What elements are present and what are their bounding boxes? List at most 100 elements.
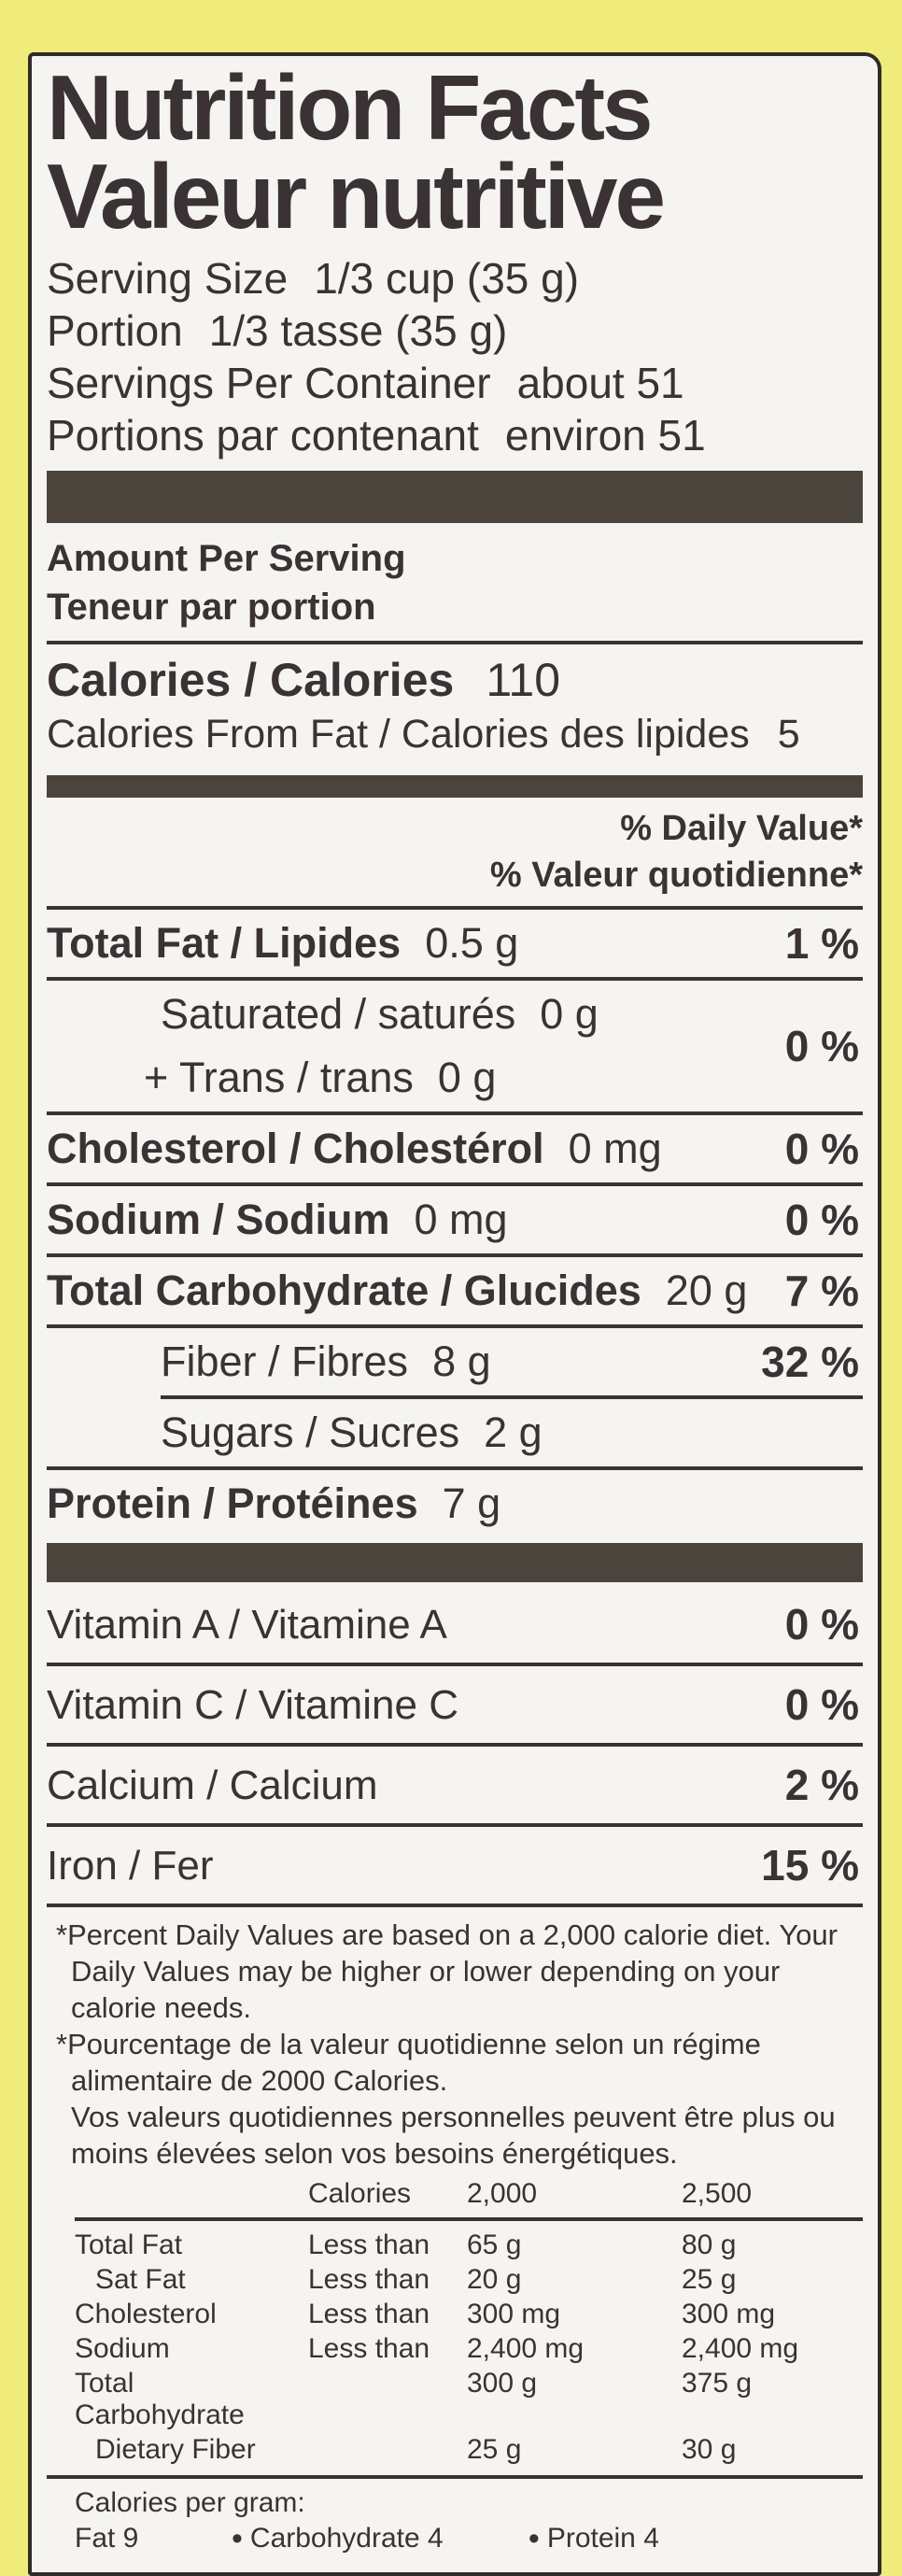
ref-row-2500: 300 mg bbox=[682, 2299, 776, 2329]
daily-value-en: % Daily Value* bbox=[620, 809, 863, 848]
calories-from-fat-label: Calories From Fat / Calories des lipides bbox=[47, 712, 750, 757]
calories-per-gram-items: Fat 9 • Carbohydrate 4 • Protein 4 bbox=[75, 2522, 863, 2555]
footnote-french-1: *Pourcentage de la valeur quotidienne se… bbox=[56, 2028, 761, 2097]
ref-row-2500: 30 g bbox=[682, 2434, 737, 2465]
sugars-amount: 2 g bbox=[484, 1408, 543, 1456]
cpg-fat: Fat 9 bbox=[75, 2523, 139, 2554]
servings-per-container-label: Servings Per Container bbox=[47, 359, 491, 407]
ref-row-2000: 65 g bbox=[467, 2229, 522, 2260]
separator-bar bbox=[47, 775, 863, 798]
ref-row-2000: 2,400 mg bbox=[467, 2333, 585, 2364]
nutrient-row-sugars: Sugars / Sucres 2 g bbox=[47, 1399, 863, 1470]
sodium-daily-value: 0 % bbox=[784, 1196, 859, 1244]
footnote-french-2: Vos valeurs quotidiennes personnelles pe… bbox=[71, 2101, 836, 2170]
calcium-daily-value: 2 % bbox=[784, 1761, 859, 1809]
portions-par-contenant-row: Portions par contenant environ 51 bbox=[47, 409, 863, 461]
nutrient-row-sodium: Sodium / Sodium 0 mg 0 % bbox=[47, 1186, 863, 1257]
trans-name: + Trans / trans bbox=[144, 1054, 414, 1101]
vitamin-a-daily-value: 0 % bbox=[784, 1600, 859, 1649]
ref-row-2500: 2,400 mg bbox=[682, 2333, 799, 2364]
protein-name: Protein / Protéines bbox=[47, 1479, 418, 1527]
ref-row-name: Sodium bbox=[75, 2333, 170, 2364]
sodium-amount: 0 mg bbox=[414, 1196, 508, 1243]
iron-daily-value: 15 % bbox=[761, 1841, 859, 1890]
amount-per-serving-fr: Teneur par portion bbox=[47, 587, 376, 628]
ref-row-2500: 25 g bbox=[682, 2264, 737, 2295]
total-fat-name: Total Fat / Lipides bbox=[47, 919, 402, 967]
cholesterol-name: Cholesterol / Cholestérol bbox=[47, 1125, 544, 1172]
portion-value: 1/3 tasse (35 g) bbox=[208, 306, 508, 355]
ref-row-2500: 80 g bbox=[682, 2229, 737, 2260]
ref-row-2000: 300 mg bbox=[467, 2299, 561, 2329]
cholesterol-daily-value: 0 % bbox=[784, 1125, 859, 1173]
divider-rule bbox=[47, 641, 863, 644]
calories-row: Calories / Calories 110 bbox=[47, 644, 863, 708]
vitamin-a-row: Vitamin A / Vitamine A 0 % bbox=[47, 1586, 863, 1666]
sugars-name: Sugars / Sucres bbox=[161, 1408, 460, 1456]
protein-amount: 7 g bbox=[442, 1479, 501, 1527]
amount-per-serving-en: Amount Per Serving bbox=[47, 538, 406, 579]
bullet-separator: • bbox=[232, 2521, 243, 2556]
portions-par-contenant-value: environ 51 bbox=[504, 411, 706, 460]
ref-header-2000: 2,000 bbox=[467, 2178, 538, 2209]
daily-value-fr: % Valeur quotidienne* bbox=[489, 856, 863, 895]
ref-row-qualifier: Less than bbox=[308, 2264, 430, 2295]
nutrient-row-fiber: Fiber / Fibres 8 g 32 % bbox=[47, 1328, 863, 1395]
ref-row-name: Total Carbohydrate bbox=[75, 2368, 245, 2430]
calories-per-gram-label: Calories per gram: bbox=[75, 2487, 305, 2518]
fiber-daily-value: 32 % bbox=[761, 1338, 859, 1386]
footnotes-section: *Percent Daily Values are based on a 2,0… bbox=[47, 1907, 863, 2172]
reference-values-table: Calories 2,000 2,500 Total Fat Less than… bbox=[75, 2177, 863, 2466]
ref-row-name: Dietary Fiber bbox=[95, 2434, 256, 2465]
ref-row-qualifier: Less than bbox=[308, 2333, 430, 2364]
iron-row: Iron / Fer 15 % bbox=[47, 1827, 863, 1907]
serving-section: Serving Size 1/3 cup (35 g) Portion 1/3 ta… bbox=[47, 252, 863, 461]
servings-per-container-row: Servings Per Container about 51 bbox=[47, 357, 863, 409]
nutrient-row-protein: Protein / Protéines 7 g bbox=[47, 1470, 863, 1537]
iron-name: Iron / Fer bbox=[47, 1843, 214, 1889]
ref-header-calories: Calories bbox=[308, 2178, 412, 2209]
cholesterol-amount: 0 mg bbox=[568, 1125, 662, 1172]
divider-rule bbox=[75, 2217, 863, 2221]
bullet-separator: • bbox=[528, 2521, 540, 2556]
nutrient-row-total-fat: Total Fat / Lipides 0.5 g 1 % bbox=[47, 910, 863, 981]
servings-per-container-value: about 51 bbox=[516, 359, 684, 407]
photo-of-package: { "colors":{ "page-bg":"#efec7c", "label… bbox=[28, 52, 881, 2576]
calories-per-gram-section: Calories per gram: Fat 9 • Carbohydrate … bbox=[75, 2479, 863, 2555]
divider-rule bbox=[47, 906, 863, 910]
total-fat-daily-value: 1 % bbox=[784, 919, 859, 968]
vitamin-c-row: Vitamin C / Vitamine C 0 % bbox=[47, 1666, 863, 1747]
total-carbohydrate-daily-value: 7 % bbox=[784, 1267, 859, 1315]
portion-label: Portion bbox=[47, 306, 183, 355]
ref-row-name: Sat Fat bbox=[95, 2264, 186, 2295]
cpg-protein: Protein 4 bbox=[546, 2523, 659, 2554]
amount-per-serving-section: Amount Per Serving Teneur par portion bbox=[47, 523, 863, 641]
vitamin-c-daily-value: 0 % bbox=[784, 1680, 859, 1729]
calories-from-fat-row: Calories From Fat / Calories des lipides… bbox=[47, 708, 863, 766]
calories-from-fat-value: 5 bbox=[777, 712, 800, 757]
serving-size-value: 1/3 cup (35 g) bbox=[314, 254, 580, 303]
nutrient-row-total-carbohydrate: Total Carbohydrate / Glucides 20 g 7 % bbox=[47, 1257, 863, 1328]
portions-par-contenant-label: Portions par contenant bbox=[47, 411, 479, 460]
calories-value: 110 bbox=[486, 654, 561, 706]
total-carbohydrate-amount: 20 g bbox=[665, 1267, 748, 1314]
serving-size-label: Serving Size bbox=[47, 254, 289, 303]
footnote-english: *Percent Daily Values are based on a 2,0… bbox=[56, 1918, 838, 2024]
total-fat-amount: 0.5 g bbox=[425, 919, 519, 967]
saturated-name: Saturated / saturés bbox=[161, 990, 516, 1038]
cpg-carbohydrate: Carbohydrate 4 bbox=[249, 2523, 444, 2554]
fiber-name: Fiber / Fibres bbox=[161, 1338, 409, 1385]
trans-amount: 0 g bbox=[437, 1054, 497, 1101]
sodium-name: Sodium / Sodium bbox=[47, 1196, 390, 1243]
nutrition-facts-label: Nutrition Facts Valeur nutritive Serving… bbox=[28, 52, 881, 2576]
ref-row-qualifier: Less than bbox=[308, 2229, 430, 2260]
vitamin-a-name: Vitamin A / Vitamine A bbox=[47, 1602, 447, 1648]
ref-row-name: Cholesterol bbox=[75, 2299, 217, 2329]
ref-row-2000: 25 g bbox=[467, 2434, 522, 2465]
calcium-name: Calcium / Calcium bbox=[47, 1762, 378, 1808]
saturated-amount: 0 g bbox=[540, 990, 599, 1038]
divider-rule-indented bbox=[161, 1395, 863, 1399]
ref-row-2000: 300 g bbox=[467, 2368, 538, 2399]
portion-row: Portion 1/3 tasse (35 g) bbox=[47, 304, 863, 357]
daily-value-header: % Daily Value* % Valeur quotidienne* bbox=[47, 798, 863, 906]
